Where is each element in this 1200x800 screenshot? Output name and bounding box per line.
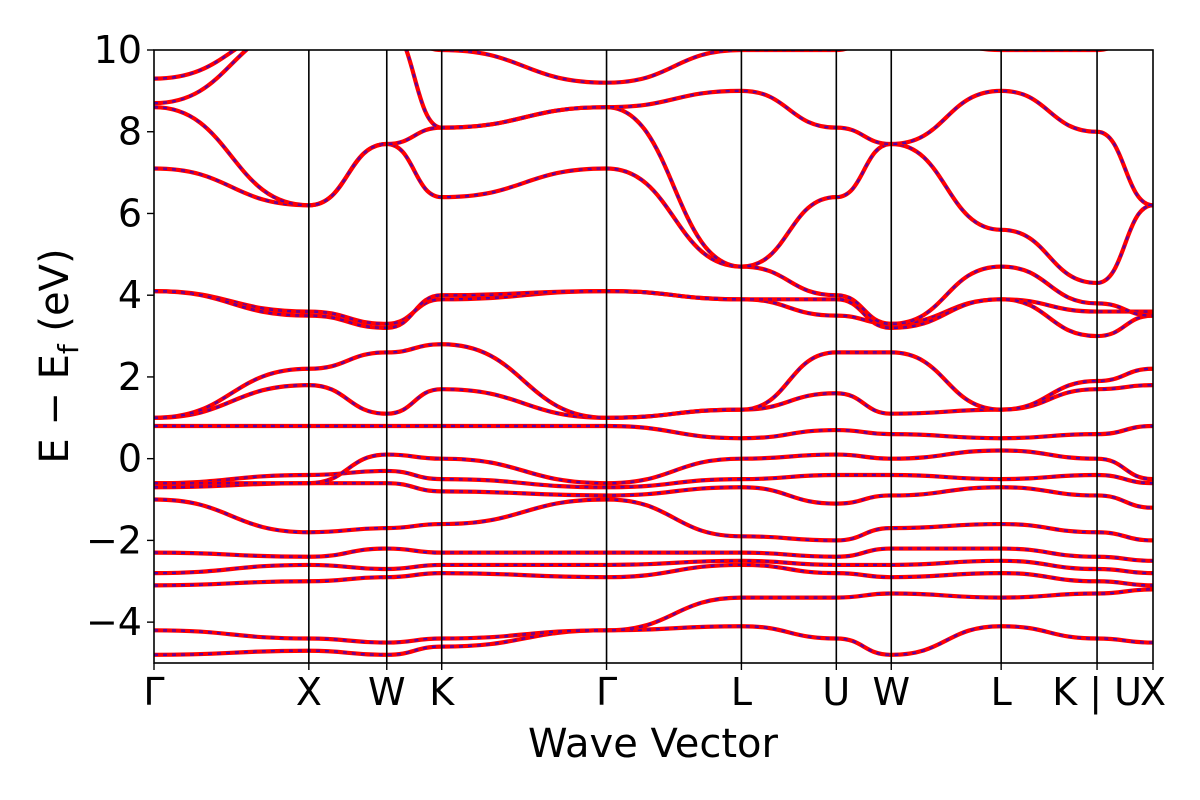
band-line-overlay — [154, 290, 1153, 325]
band-line-solid — [154, 342, 1153, 420]
band-line-overlay — [154, 384, 1153, 419]
high-symmetry-lines — [308, 50, 1098, 663]
band-line-overlay — [154, 564, 1153, 587]
y-tick-label: −2 — [86, 518, 142, 562]
x-tick-label: X — [296, 670, 322, 714]
x-tick-label: K — [429, 670, 455, 714]
band-line-solid — [154, 423, 1153, 441]
band-line-dashed — [154, 50, 1153, 207]
y-axis-label: E − Ef (eV) — [32, 248, 85, 463]
band-line-overlay — [154, 482, 1153, 509]
band-line-overlay — [154, 560, 1153, 574]
y-axis-label-subscript: f — [52, 343, 85, 354]
y-tick-label: 8 — [118, 110, 142, 154]
y-tick-label: 4 — [118, 273, 142, 317]
band-line-solid — [154, 105, 1153, 286]
band-line-overlay — [154, 470, 1153, 488]
x-tick-label: W — [368, 670, 406, 714]
band-line-solid — [154, 383, 1153, 420]
band-line-overlay — [154, 498, 1153, 542]
y-tick-label: 6 — [118, 191, 142, 235]
band-line-overlay — [154, 588, 1153, 644]
band-line-solid — [154, 289, 1153, 339]
plot-frame — [153, 49, 1154, 664]
y-tick-label: 2 — [118, 355, 142, 399]
band-line-solid — [154, 50, 1110, 85]
band-line-overlay — [154, 50, 1105, 84]
band-line-solid — [154, 562, 1153, 588]
band-line-solid — [154, 141, 1153, 326]
band-line-overlay — [154, 425, 1153, 439]
band-line-overlay — [154, 625, 1153, 656]
x-tick-label: Γ — [143, 670, 164, 714]
band-line-dashed — [154, 106, 1153, 285]
band-line-overlay — [154, 547, 1153, 562]
band-line-dashed — [154, 142, 1153, 325]
band-lines — [154, 50, 1153, 657]
band-line-solid — [154, 50, 1153, 208]
band-line-overlay — [154, 106, 1153, 284]
band-line-solid — [154, 497, 1153, 543]
x-tick-label: Γ — [596, 670, 617, 714]
x-axis-label: Wave Vector — [528, 721, 779, 767]
y-tick-label: 10 — [94, 28, 142, 72]
band-line-overlay — [154, 343, 1153, 419]
y-tick-label: −4 — [86, 600, 142, 644]
y-axis-label-unit: (eV) — [32, 248, 78, 344]
band-line-solid — [154, 289, 1153, 326]
band-line-dashed — [154, 384, 1153, 419]
x-tick-label: U — [822, 670, 850, 714]
y-axis-label-main: E − E — [32, 354, 78, 464]
y-axis-ticks: −4 −2 0 2 4 6 8 10 — [86, 28, 154, 644]
band-line-dashed — [154, 290, 1153, 325]
band-line-overlay — [154, 290, 1153, 337]
x-tick-label: X — [1140, 670, 1166, 714]
y-tick-label: 0 — [118, 437, 142, 481]
band-line-overlay — [154, 449, 1153, 484]
band-line-overlay — [154, 50, 1153, 206]
x-tick-label: L — [991, 670, 1012, 714]
x-tick-label: L — [731, 670, 752, 714]
band-line-dashed — [154, 343, 1153, 419]
x-tick-label: W — [872, 670, 910, 714]
x-tick-label: K | U — [1052, 670, 1142, 715]
band-line-overlay — [154, 143, 1153, 325]
